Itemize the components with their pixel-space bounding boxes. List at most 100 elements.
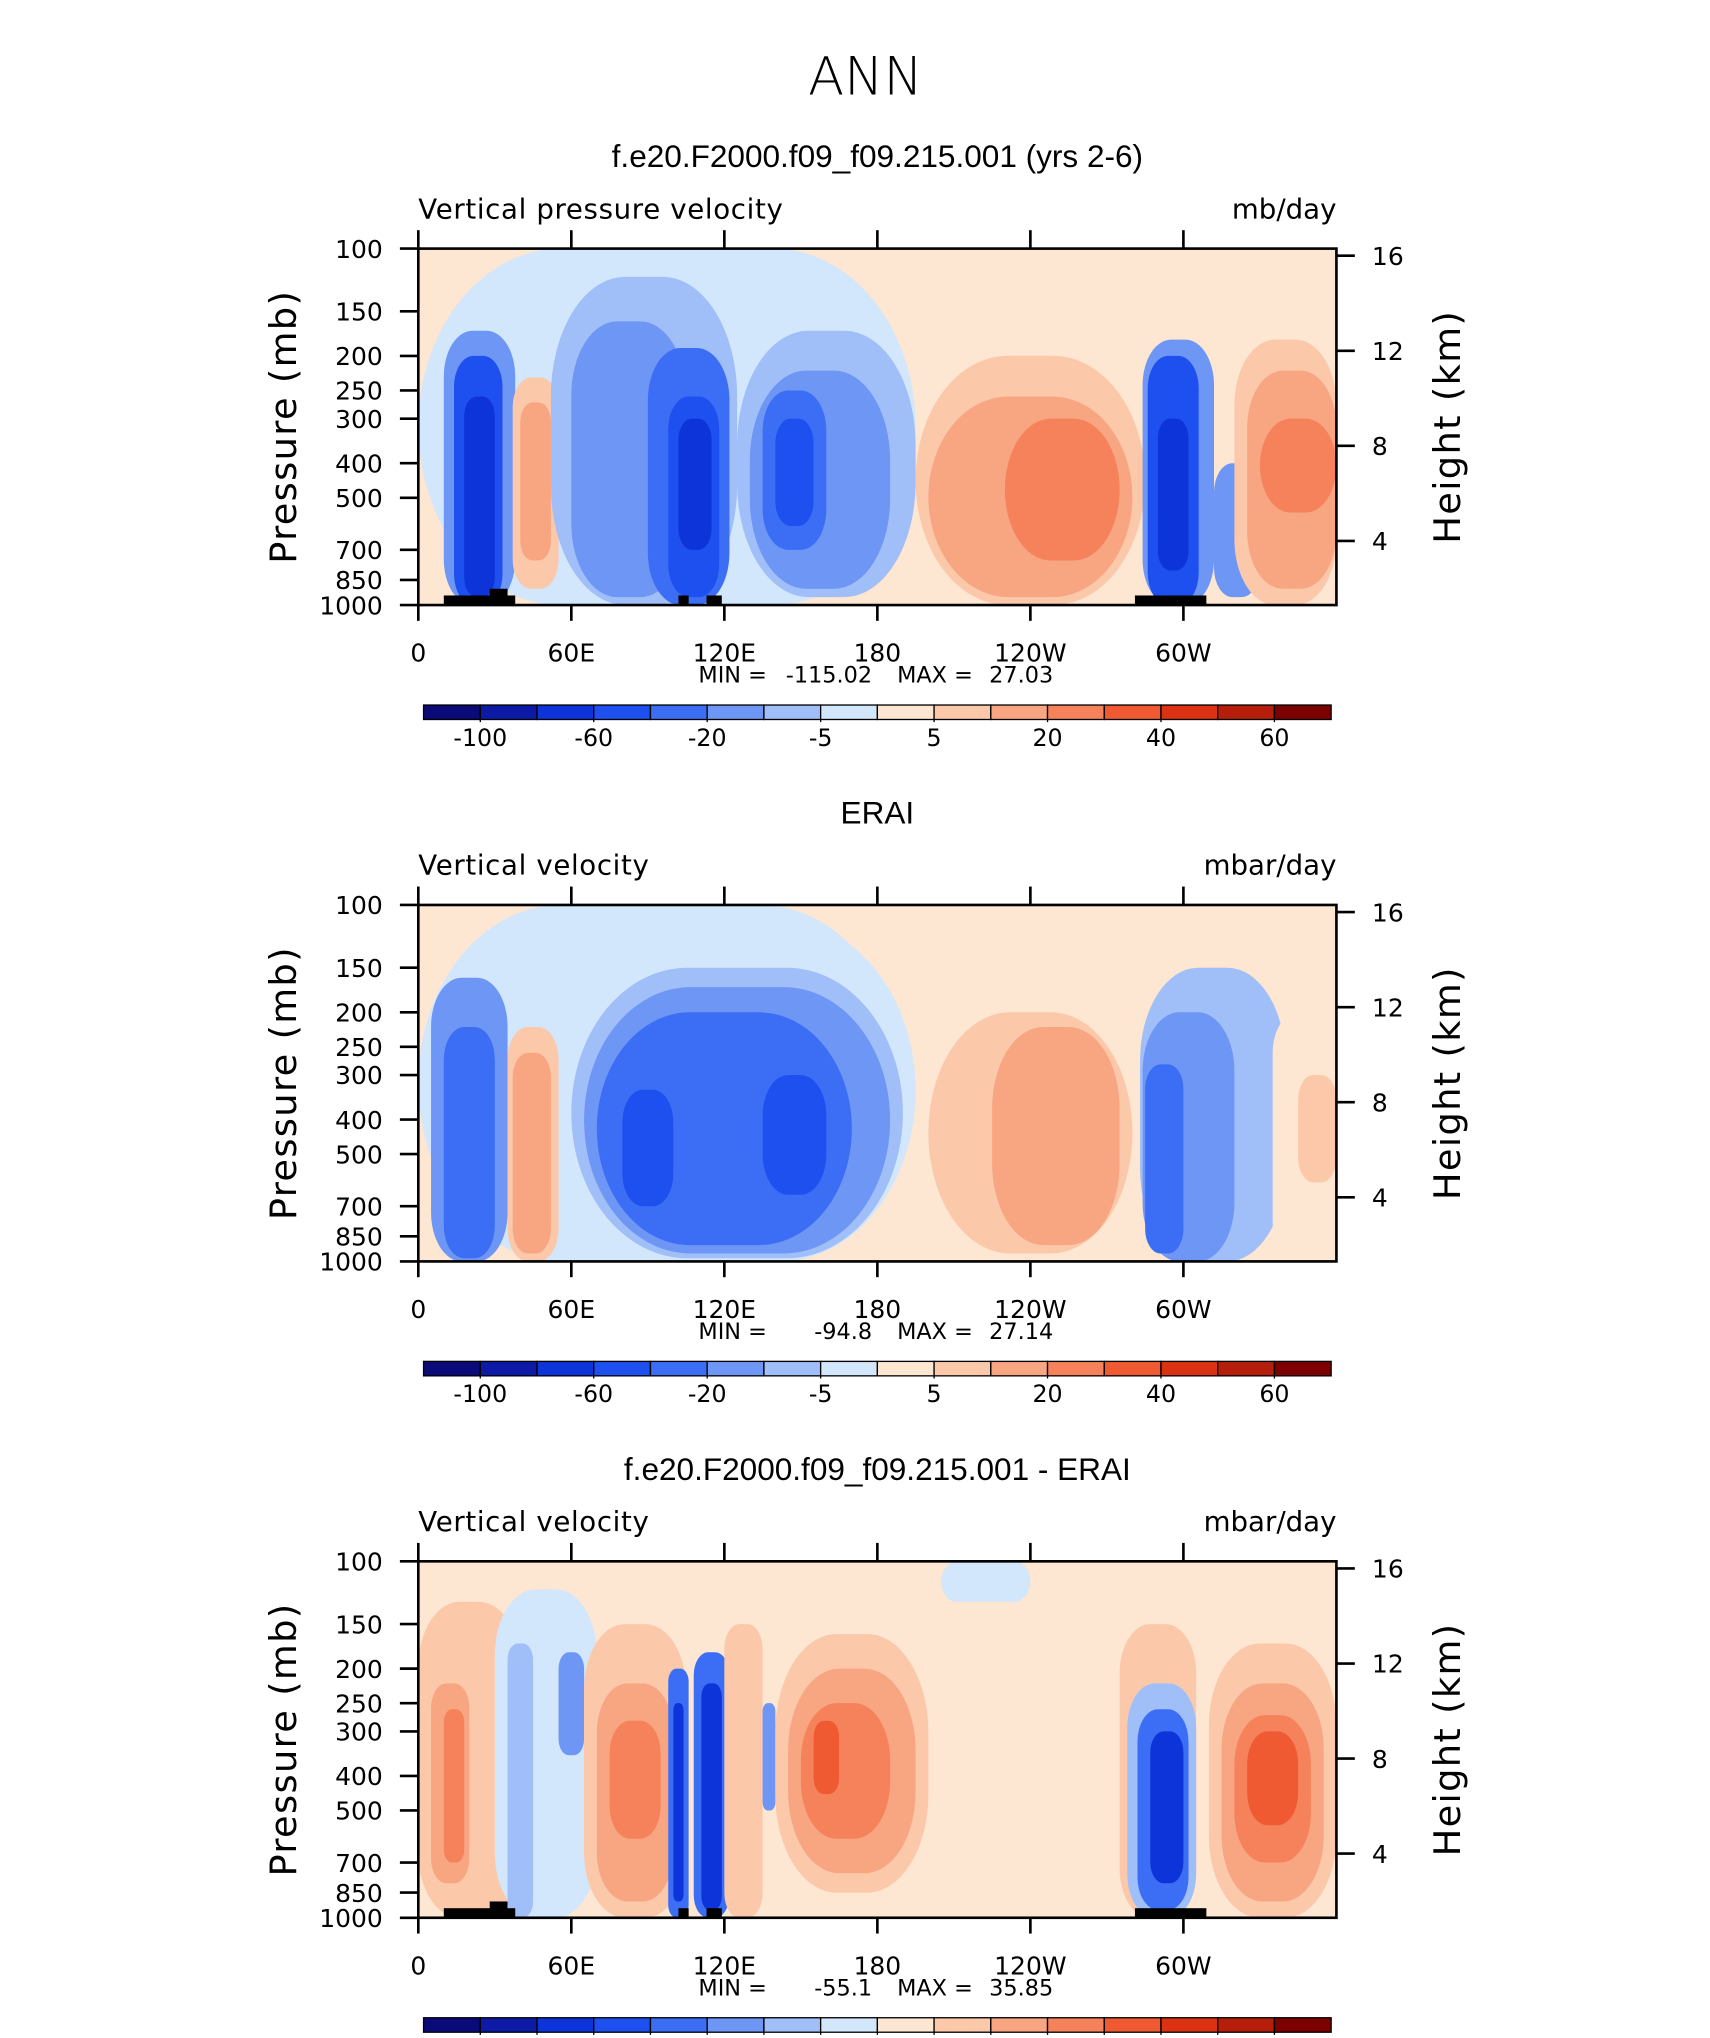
x-tick-label: 180 — [854, 639, 902, 668]
colorbar-label: 40 — [1146, 724, 1176, 752]
contour-region — [673, 1703, 684, 1902]
y2-axis-label: Height (km) — [1426, 966, 1469, 1200]
colorbar-label: -5 — [809, 724, 833, 752]
contour-field — [418, 1561, 1337, 1918]
colorbar-label: 30 — [1146, 2037, 1176, 2038]
colorbar-box — [593, 2017, 652, 2033]
max-label: MAX = — [897, 1975, 973, 2001]
x-tick-label: 0 — [410, 1295, 426, 1324]
colorbar-label: 5 — [927, 2037, 942, 2038]
colorbar-box — [933, 2017, 992, 2033]
field-label: Vertical velocity — [418, 1505, 649, 1538]
x-tick-label: 60E — [548, 639, 596, 668]
colorbar-box — [1103, 704, 1162, 721]
colorbar-box — [1273, 704, 1332, 721]
x-tick-label: 120W — [994, 1951, 1066, 1980]
colorbar-label: -20 — [631, 2037, 670, 2038]
colorbar-box — [536, 704, 595, 721]
colorbar-box — [536, 1360, 595, 1377]
y2-tick-label: 4 — [1372, 1840, 1388, 1869]
colorbar-box — [819, 704, 879, 721]
y-tick-label: 700 — [335, 1192, 383, 1221]
y2-tick-label: 12 — [1372, 1650, 1404, 1679]
colorbar-label: 10 — [976, 2037, 1006, 2038]
colorbar-box — [1103, 2017, 1162, 2033]
max-label: MAX = — [897, 663, 973, 689]
max-value: 35.85 — [989, 1975, 1053, 2001]
colorbar-box — [990, 704, 1049, 721]
x-tick-label: 60E — [548, 1951, 596, 1980]
colorbar-box — [479, 1360, 538, 1377]
y-tick-label: 100 — [335, 891, 383, 920]
colorbar-box — [819, 2017, 879, 2033]
y-tick-label: 700 — [335, 536, 383, 565]
colorbar-label: 20 — [1032, 724, 1062, 752]
y-tick-label: 400 — [335, 1762, 383, 1791]
colorbar-box — [876, 2017, 935, 2033]
colorbar-label: -10 — [745, 2037, 784, 2038]
colorbar-box — [593, 704, 652, 721]
contour-region — [1145, 1064, 1184, 1254]
colorbar-box — [876, 704, 935, 721]
contour-region — [520, 402, 551, 561]
colorbar-label: 50 — [1259, 2037, 1289, 2038]
contour-region — [443, 1027, 495, 1259]
colorbar-box — [1160, 704, 1219, 721]
contour-region — [1157, 418, 1189, 571]
colorbar-box — [990, 2017, 1049, 2033]
colorbar-box — [706, 704, 765, 721]
colorbar-box — [763, 1360, 822, 1377]
x-tick-label: 120W — [994, 639, 1066, 668]
colorbar-box — [706, 1360, 765, 1377]
contour-region — [762, 1075, 827, 1195]
x-tick-label: 120E — [693, 639, 756, 668]
colorbar-box — [422, 704, 481, 721]
colorbar-label: 60 — [1259, 1380, 1289, 1408]
colorbar-box — [1273, 1360, 1332, 1377]
y-tick-label: 850 — [335, 1222, 383, 1251]
x-tick-label: 0 — [410, 1951, 426, 1980]
colorbar-box — [1046, 2017, 1105, 2033]
x-tick-label: 180 — [854, 1295, 902, 1324]
colorbar-box — [479, 704, 538, 721]
colorbar-label: 5 — [927, 724, 942, 752]
x-tick-label: 0 — [410, 639, 426, 668]
colorbar-box — [933, 1360, 992, 1377]
colorbar-label: 40 — [1146, 1380, 1176, 1408]
units-label: mb/day — [1232, 192, 1337, 225]
colorbar-box — [933, 704, 992, 721]
contour-field — [418, 248, 1337, 606]
min-value: -55.1 — [814, 1975, 872, 2001]
units-label: mbar/day — [1204, 1505, 1337, 1538]
y-tick-label: 500 — [335, 1797, 383, 1826]
colorbar-label: -60 — [574, 1380, 613, 1408]
panel-title: ERAI — [841, 794, 915, 830]
topography — [489, 1901, 508, 1918]
y-tick-label: 1000 — [319, 591, 383, 620]
units-label: mbar/day — [1204, 849, 1337, 882]
colorbar-box — [593, 1360, 652, 1377]
panel-title: f.e20.F2000.f09_f09.215.001 - ERAI — [624, 1451, 1131, 1487]
contour-region — [941, 1561, 1031, 1602]
colorbar-box — [1217, 704, 1276, 721]
colorbar-box — [819, 1360, 879, 1377]
colorbar-box — [1046, 704, 1105, 721]
colorbar-box — [649, 704, 708, 721]
colorbar-label: -50 — [461, 2037, 500, 2038]
x-tick-label: 60W — [1155, 639, 1212, 668]
colorbar-label: -30 — [574, 2037, 613, 2038]
x-tick-label: 60W — [1155, 1951, 1212, 1980]
y-tick-label: 850 — [335, 566, 383, 595]
topography — [678, 595, 689, 606]
panel-title: f.e20.F2000.f09_f09.215.001 (yrs 2-6) — [612, 138, 1143, 174]
y-axis-label: Pressure (mb) — [262, 1603, 305, 1877]
x-tick-label: 180 — [854, 1951, 902, 1980]
colorbar-box — [1217, 2017, 1276, 2033]
contour-region — [507, 1643, 534, 1918]
y-tick-label: 300 — [335, 1061, 383, 1090]
contour-region — [775, 418, 814, 526]
panel: f.e20.F2000.f09_f09.215.001 - ERAI Vertic… — [262, 1451, 1469, 2038]
colorbar-box — [479, 2017, 538, 2033]
y2-axis-label: Height (km) — [1426, 310, 1469, 544]
